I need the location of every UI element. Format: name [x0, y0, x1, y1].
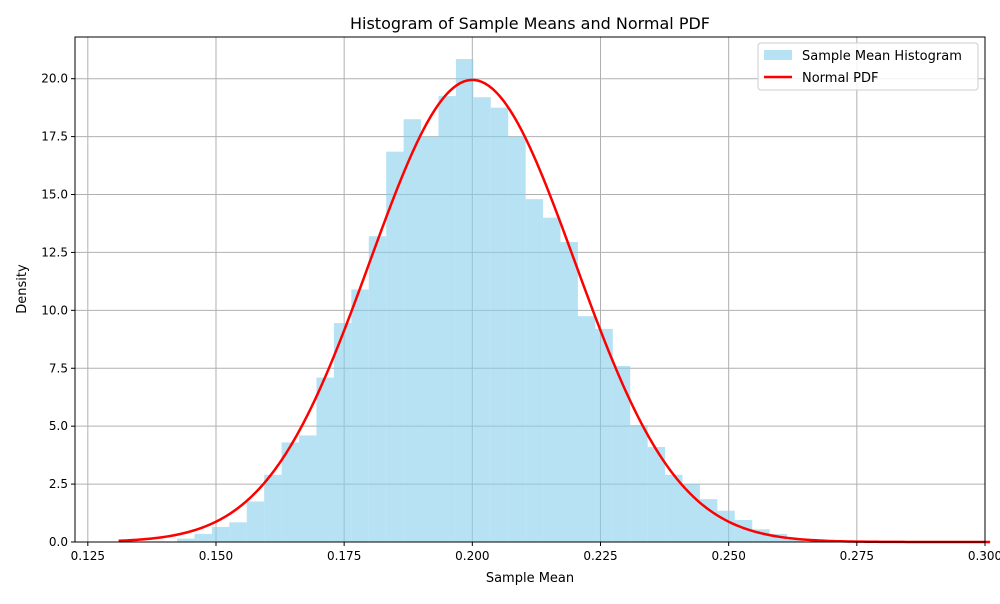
histogram-bar	[595, 328, 613, 542]
histogram-bar	[438, 96, 456, 542]
histogram-bar	[194, 533, 212, 542]
histogram-bar	[333, 323, 352, 542]
histogram-bar	[717, 510, 735, 542]
chart-title: Histogram of Sample Means and Normal PDF	[350, 14, 710, 33]
tick-labels: 0.125 0.150 0.175 0.200 0.225 0.250 0.275 0.300…	[41, 72, 1000, 563]
legend: Sample Mean Histogram Normal PDF	[757, 42, 979, 91]
histogram-bar	[229, 522, 247, 542]
histogram-bar	[211, 526, 230, 542]
legend-label-pdf: Normal PDF	[802, 71, 879, 86]
histogram-bar	[264, 474, 282, 542]
x-tick-label: 0.125	[71, 549, 105, 563]
histogram-bar	[612, 365, 631, 542]
y-tick-label: 5.0	[49, 419, 68, 433]
y-tick-label: 12.5	[41, 245, 68, 259]
histogram-bar	[368, 236, 387, 542]
legend-label-histogram: Sample Mean Histogram	[802, 49, 962, 64]
histogram-bars	[177, 59, 805, 543]
legend-frame	[757, 42, 979, 91]
histogram-bar	[525, 199, 544, 543]
x-tick-label: 0.300	[968, 549, 1000, 563]
histogram-bar	[699, 499, 718, 542]
histogram-bar	[630, 425, 648, 542]
axes	[71, 36, 986, 546]
histogram-bar	[281, 442, 300, 542]
y-tick-label: 15.0	[41, 188, 68, 202]
histogram-bar	[647, 447, 666, 542]
y-tick-label: 20.0	[41, 72, 68, 86]
histogram-bar	[787, 539, 805, 542]
histogram-bar	[246, 501, 265, 542]
histogram-bar	[665, 474, 683, 542]
pdf-line-group	[118, 78, 991, 544]
histogram-bar	[421, 136, 439, 542]
histogram-bar	[682, 484, 700, 542]
histogram-bar	[316, 377, 334, 542]
plot-frame	[74, 36, 986, 543]
y-tick-label: 2.5	[49, 477, 68, 491]
histogram-bar	[351, 289, 369, 542]
histogram-bar	[455, 59, 474, 542]
y-axis-label: Density	[15, 264, 30, 314]
x-tick-label: 0.175	[327, 549, 361, 563]
histogram-bar	[299, 435, 317, 542]
y-tick-label: 0.0	[49, 535, 68, 549]
y-tick-label: 10.0	[41, 303, 68, 317]
histogram-bar	[560, 242, 578, 542]
x-tick-label: 0.150	[199, 549, 233, 563]
histogram-bar	[386, 151, 404, 543]
y-tick-label: 7.5	[49, 361, 68, 375]
histogram-bar	[508, 136, 526, 542]
histogram-bar	[490, 107, 509, 542]
histogram-bar	[543, 217, 561, 542]
histogram-bar	[769, 533, 788, 542]
x-axis-label: Sample Mean	[486, 571, 574, 586]
y-tick-label: 17.5	[41, 130, 68, 144]
histogram-bar	[177, 538, 195, 542]
legend-swatch-histogram	[764, 50, 792, 60]
histogram-bar	[473, 97, 491, 542]
histogram-bar	[403, 119, 422, 542]
pdf-line	[118, 78, 991, 544]
x-tick-label: 0.225	[583, 549, 617, 563]
x-tick-label: 0.275	[840, 549, 874, 563]
histogram-bar	[577, 316, 596, 542]
x-tick-label: 0.200	[455, 549, 489, 563]
x-tick-label: 0.250	[711, 549, 745, 563]
